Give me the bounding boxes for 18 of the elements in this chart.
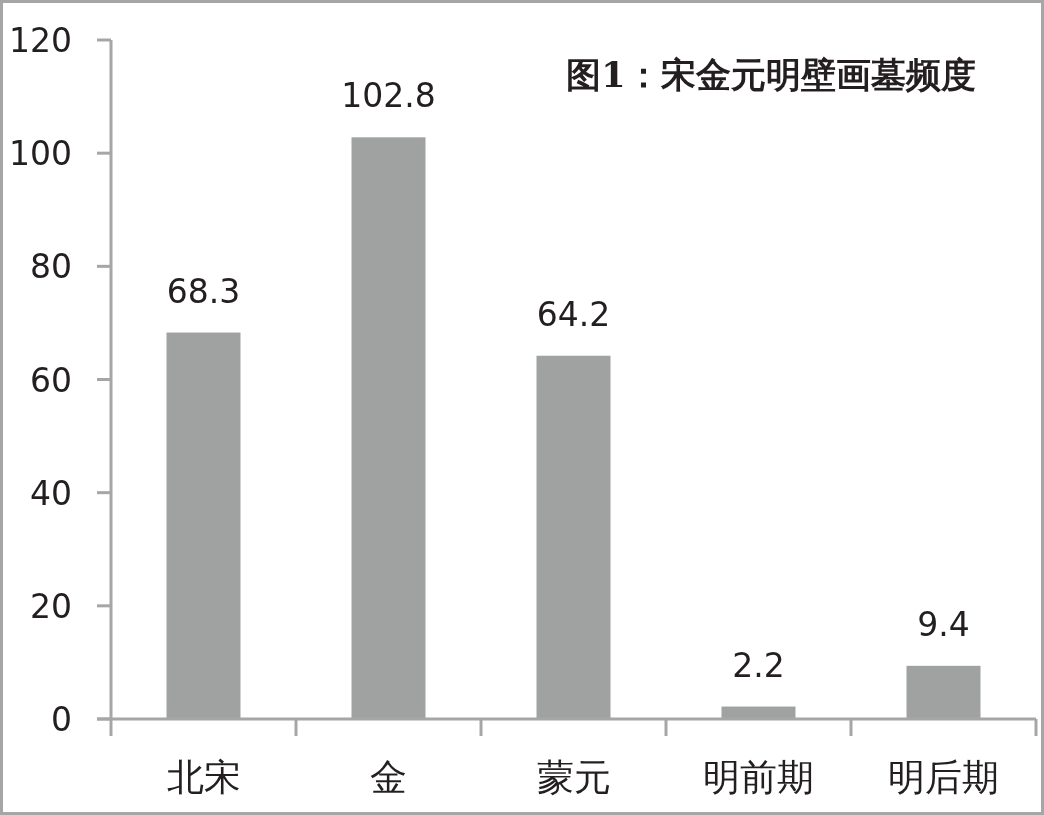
y-tick-label: 20 — [30, 586, 72, 626]
x-tick-label: 金 — [370, 756, 407, 799]
x-tick-label: 明后期 — [888, 756, 999, 799]
data-label: 68.3 — [166, 271, 241, 311]
y-tick-label: 0 — [51, 700, 72, 739]
data-label: 2.2 — [732, 645, 785, 685]
x-tick-label: 明前期 — [703, 756, 814, 799]
data-label: 64.2 — [536, 294, 611, 334]
x-tick-label: 蒙元 — [536, 756, 611, 799]
data-label: 9.4 — [917, 604, 970, 644]
y-tick-label: 80 — [30, 247, 72, 287]
data-label: 102.8 — [341, 76, 436, 116]
chart-title: 图1：宋金元明壁画墓频度 — [566, 54, 976, 95]
x-tick-label: 北宋 — [166, 756, 241, 799]
y-tick-label: 40 — [30, 473, 72, 513]
y-tick-label: 60 — [30, 360, 72, 400]
y-tick-label: 100 — [9, 134, 72, 174]
y-tick-label: 120 — [9, 21, 72, 60]
